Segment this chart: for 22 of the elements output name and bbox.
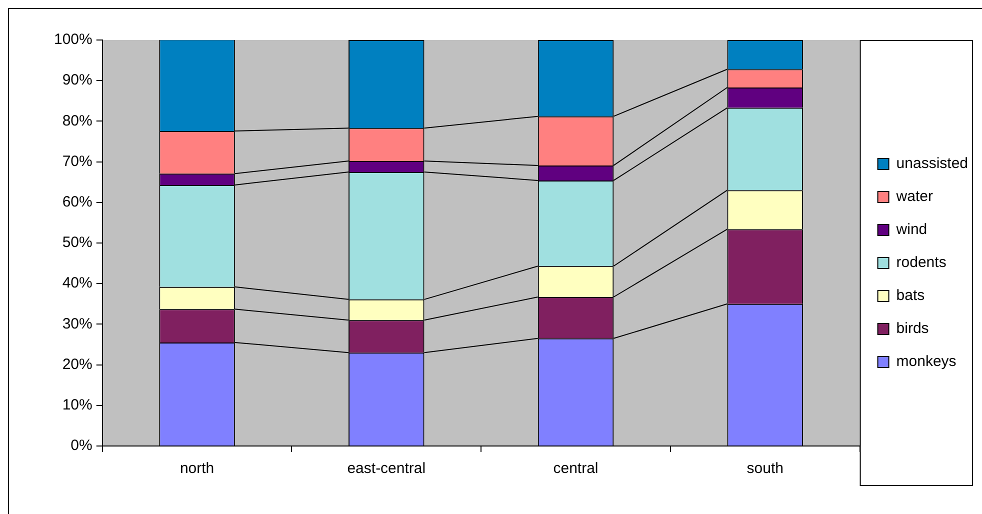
y-tick-label: 50% — [62, 234, 92, 252]
y-tick-label: 60% — [62, 194, 92, 211]
legend-label: birds — [896, 320, 929, 338]
x-tick-label: south — [746, 460, 784, 478]
legend-label: wind — [895, 221, 928, 238]
y-tick-label: 70% — [62, 152, 92, 170]
x-tick-label: east-central — [347, 460, 426, 478]
x-tick-label: central — [553, 460, 598, 478]
y-tick-label: 0% — [70, 437, 92, 454]
legend-label: unassisted — [896, 155, 968, 172]
legend-label: rodents — [896, 254, 946, 272]
y-tick-label: 100% — [54, 31, 92, 48]
y-tick-label: 40% — [62, 274, 92, 292]
y-tick-label: 20% — [62, 356, 92, 373]
y-tick-label: 80% — [62, 112, 92, 130]
legend-label: bats — [896, 287, 925, 304]
y-tick-label: 90% — [62, 72, 92, 89]
x-tick-label: north — [180, 460, 214, 478]
y-tick-label: 30% — [62, 315, 92, 332]
legend-label: water — [895, 188, 933, 206]
y-tick-label: 10% — [62, 396, 92, 414]
legend-label: monkeys — [896, 353, 956, 370]
